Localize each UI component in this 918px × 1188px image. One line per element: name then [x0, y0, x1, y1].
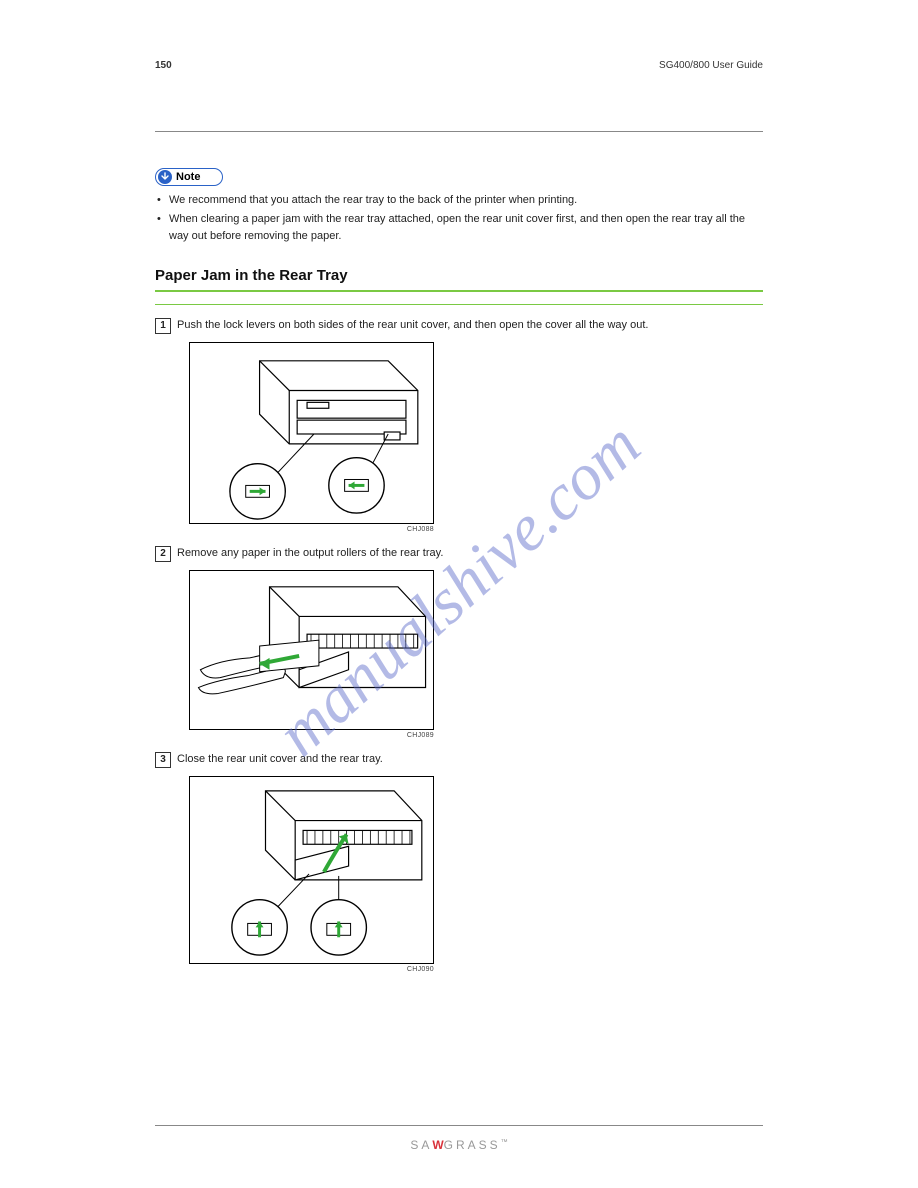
brand-w-icon: W	[432, 1138, 443, 1152]
brand-right: GRASS	[444, 1138, 501, 1152]
figure-3-caption: CHJ090	[189, 966, 434, 973]
header-row: 150 SG400/800 User Guide	[155, 60, 763, 71]
note-bullet: When clearing a paper jam with the rear …	[155, 211, 763, 245]
step-1-text: 1 Push the lock levers on both sides of t…	[155, 317, 763, 334]
note-badge: Note	[155, 168, 223, 186]
figure-2-caption: CHJ089	[189, 732, 434, 739]
step-3-text: 3 Close the rear unit cover and the rear …	[155, 751, 763, 768]
section-rule-top	[155, 290, 763, 292]
step-text: Push the lock levers on both sides of th…	[177, 319, 648, 331]
step-2: 2 Remove any paper in the output rollers …	[155, 545, 763, 739]
footer-brand: SAWGRASS™	[410, 1138, 507, 1152]
step-number: 2	[155, 546, 171, 562]
step-number: 1	[155, 318, 171, 334]
brand-left: SA	[410, 1138, 432, 1152]
doc-title: SG400/800 User Guide	[659, 60, 763, 71]
figure-2	[189, 570, 434, 730]
step-text: Close the rear unit cover and the rear t…	[177, 753, 383, 765]
section-title: Paper Jam in the Rear Tray	[155, 267, 763, 284]
footer: SAWGRASS™	[155, 1125, 763, 1154]
page-number: 150	[155, 60, 172, 71]
step-text: Remove any paper in the output rollers o…	[177, 547, 443, 559]
step-2-text: 2 Remove any paper in the output rollers …	[155, 545, 763, 562]
step-number: 3	[155, 752, 171, 768]
note-label: Note	[176, 171, 200, 183]
section-rule-bottom	[155, 304, 763, 305]
note-bullet: We recommend that you attach the rear tr…	[155, 192, 763, 209]
figure-3	[189, 776, 434, 964]
figure-1	[189, 342, 434, 524]
note-list: We recommend that you attach the rear tr…	[155, 192, 763, 245]
brand-tm: ™	[501, 1139, 508, 1146]
step-3: 3 Close the rear unit cover and the rear …	[155, 751, 763, 973]
step-1: 1 Push the lock levers on both sides of t…	[155, 317, 763, 533]
note-arrow-icon	[158, 170, 172, 184]
header-rule	[155, 131, 763, 132]
figure-1-caption: CHJ088	[189, 526, 434, 533]
